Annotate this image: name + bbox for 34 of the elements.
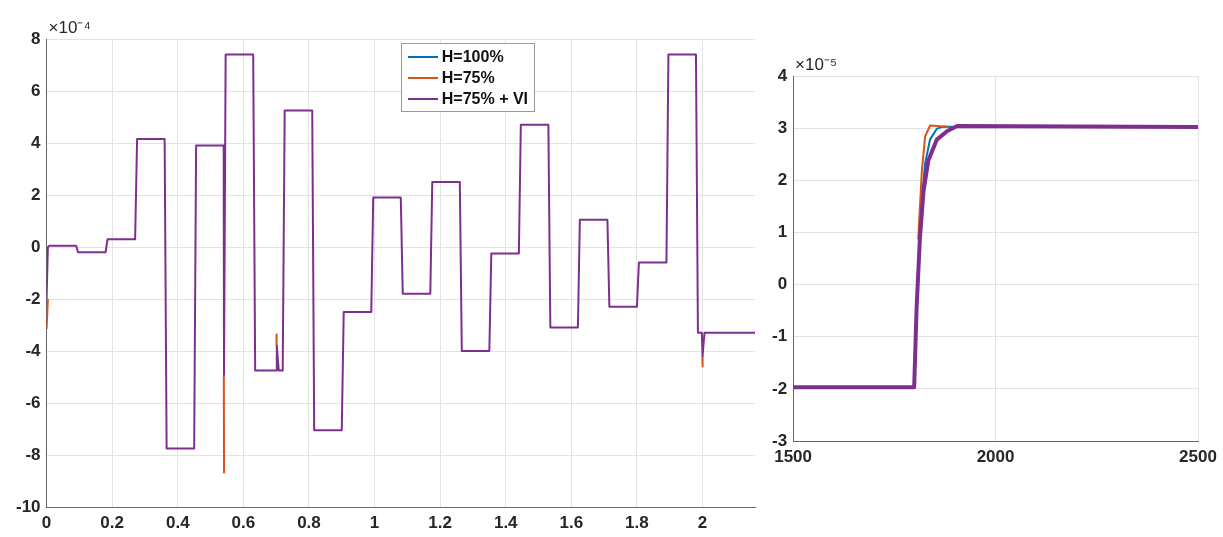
x-tick-label: 0.2 [100,512,124,532]
y-tick-label: -1 [771,326,788,346]
x-tick-label: 1.4 [493,512,519,532]
y-tick-label: -6 [25,392,41,412]
x-tick-label: 1.2 [428,512,452,532]
y-tick-label: 2 [777,169,788,189]
x-tick-label: 1.6 [559,512,584,532]
x-tick-label: 1.8 [625,512,649,532]
y-tick-label: 4 [777,65,788,85]
x-tick-label: 0.4 [165,512,191,532]
y-tick-label: 6 [31,80,41,100]
y-tick-label: 1 [777,222,788,242]
text: ×10⁻⁴ [48,17,91,38]
y-tick-label: -4 [25,340,42,360]
y-tick-label: -8 [25,444,41,464]
y-tick-label: -10 [15,496,41,516]
y-tick-label: 4 [31,132,42,152]
x-tick-label: 2500 [1179,446,1217,466]
y-tick-label: 3 [777,117,788,137]
y-tick-label: -2 [25,288,41,308]
y-tick-label: 0 [31,236,41,256]
legend-label: H=100% [441,47,504,66]
x-tick-label: 0.6 [231,512,256,532]
y-tick-label: 0 [777,274,788,294]
x-tick-label: 2000 [976,446,1015,466]
y-tick-label: -2 [771,378,788,398]
legend-label: H=75% [441,68,495,87]
y-tick-label: 8 [31,28,41,48]
x-tick-label: 1 [369,512,380,532]
y-tick-label: 2 [31,184,41,204]
text: ×10⁻⁵ [795,54,837,75]
x-tick-label: 2 [697,512,708,532]
legend-label: H=75% + VI [441,89,529,108]
x-tick-label: 0.8 [297,512,321,532]
